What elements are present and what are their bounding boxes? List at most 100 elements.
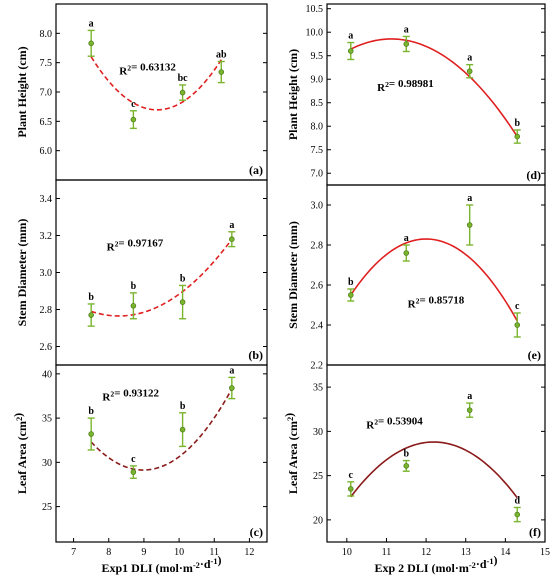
plot-frame — [326, 184, 546, 366]
data-point — [179, 89, 186, 96]
data-point-group: b — [179, 401, 187, 448]
data-point — [466, 222, 473, 228]
x-tick-label: 9 — [141, 547, 146, 558]
data-point — [466, 407, 473, 413]
y-axis-label: Plant Height (cm) — [286, 49, 300, 140]
data-point-group: d — [513, 495, 521, 523]
y-axis-label: Plant Height (cm) — [15, 46, 29, 137]
r-squared-annotation: R2= 0.97167 — [107, 237, 164, 253]
data-point — [130, 469, 137, 475]
x-axis-label: Exp 2 DLI (mol·m-2·d-1) — [374, 553, 497, 575]
y-tick-label: 6.0 — [40, 146, 53, 157]
data-point-group: bc — [178, 73, 189, 101]
y-tick-label: 3.0 — [311, 201, 324, 212]
data-point — [130, 302, 137, 309]
data-point-group: b — [87, 406, 95, 451]
y-tick-label: 9.0 — [311, 75, 324, 86]
data-point — [88, 312, 94, 318]
data-point-group: b — [513, 118, 521, 144]
significance-letter: b — [403, 449, 409, 460]
y-tick-label: 3.0 — [40, 268, 53, 279]
fit-curve — [350, 38, 518, 138]
significance-letter: b — [180, 401, 186, 412]
data-point-group: c — [129, 454, 137, 479]
significance-letter: a — [348, 31, 353, 42]
data-point-group: b — [129, 281, 137, 320]
panel-f: 20 25 30 35 10 11 12 13 14 15 Leaf Area (cm2) Exp 2… — [282, 364, 550, 575]
fit-curve — [90, 238, 233, 317]
y-tick-label: 40 — [42, 369, 52, 380]
data-point-group: a — [402, 24, 410, 53]
data-point — [179, 426, 186, 433]
data-point-group: a — [466, 193, 474, 246]
plot-frame — [326, 364, 546, 543]
y-tick-label: 2.8 — [311, 241, 324, 252]
y-tick-label: 7.5 — [311, 145, 324, 156]
r-squared-annotation: R2= 0.63132 — [119, 61, 176, 77]
x-tick-label: 13 — [461, 547, 471, 558]
plot-frame — [55, 3, 268, 181]
y-tick-label: 8.0 — [311, 122, 324, 133]
y-tick-label: 7.0 — [40, 88, 53, 99]
y-tick-label: 20 — [313, 515, 323, 526]
fit-curve — [90, 388, 233, 471]
y-tick-label: 7.5 — [40, 58, 53, 69]
data-point — [514, 133, 521, 140]
x-tick-label: 10 — [174, 547, 184, 558]
y-tick-label: 3.2 — [40, 231, 53, 242]
r-squared-annotation: R2= 0.85718 — [408, 294, 465, 310]
significance-letter: b — [348, 277, 354, 288]
x-tick-label: 7 — [71, 547, 76, 558]
y-axis-label: Leaf Area (cm2) — [11, 413, 29, 494]
data-point — [88, 40, 94, 47]
significance-letter: b — [88, 292, 94, 303]
data-point-group: a — [228, 365, 236, 400]
y-tick-label: 10.0 — [306, 28, 324, 39]
significance-letter: ab — [216, 49, 227, 60]
significance-letter: bc — [178, 73, 189, 84]
panel-a: 6.0 6.5 7.0 7.5 8.0 Plant Height (cm) (a) R2= 0… — [15, 3, 268, 181]
y-axis-label: Leaf Area (cm2) — [282, 413, 300, 494]
x-tick-label: 11 — [209, 547, 219, 558]
y-tick-label: 35 — [313, 383, 323, 394]
y-axis-label: Stem Diameter (mm) — [286, 221, 300, 329]
plot-frame — [326, 3, 546, 186]
y-tick-label: 2.2 — [311, 361, 324, 372]
panel-label: (d) — [526, 168, 541, 182]
data-point-group: b — [87, 292, 95, 327]
data-point-group: b — [402, 449, 410, 472]
x-tick-label: 10 — [342, 547, 352, 558]
y-tick-label: 3.4 — [40, 194, 53, 205]
panel-label: (f) — [529, 525, 541, 539]
data-point — [403, 250, 410, 256]
y-tick-label: 25 — [42, 502, 52, 513]
panel-e: 2.2 2.4 2.6 2.8 3.0 Stem Diameter (mm) (e) R2= … — [286, 184, 546, 372]
y-tick-label: 7.0 — [311, 169, 324, 180]
significance-letter: a — [229, 220, 234, 231]
panel-label: (c) — [250, 525, 263, 539]
data-point-group: ab — [216, 49, 227, 84]
data-point — [514, 322, 521, 328]
panel-label: (a) — [249, 163, 263, 177]
y-tick-label: 2.6 — [40, 342, 53, 353]
significance-letter: a — [467, 391, 472, 402]
plot-frame — [55, 179, 268, 366]
data-point-group: b — [347, 277, 355, 302]
y-tick-label: 10.5 — [306, 4, 324, 15]
x-tick-label: 8 — [106, 547, 111, 558]
data-point — [229, 385, 235, 391]
data-point-group: c — [129, 99, 137, 130]
significance-letter: d — [514, 495, 520, 506]
r-squared-annotation: R2= 0.98981 — [377, 78, 434, 94]
r-squared-annotation: R2= 0.53904 — [366, 416, 423, 432]
significance-letter: a — [229, 365, 234, 376]
panel-b: 2.6 2.8 3.0 3.2 3.4 Stem Diameter (mm) (b) R2= … — [15, 179, 268, 366]
x-axis-label: Exp1 DLI (mol·m-2·d-1) — [101, 553, 221, 575]
significance-letter: a — [89, 18, 94, 29]
significance-letter: a — [467, 193, 472, 204]
data-point-group: a — [466, 391, 474, 418]
data-point-group: a — [87, 18, 95, 57]
panel-label: (b) — [248, 348, 263, 362]
x-tick-label: 12 — [421, 547, 431, 558]
